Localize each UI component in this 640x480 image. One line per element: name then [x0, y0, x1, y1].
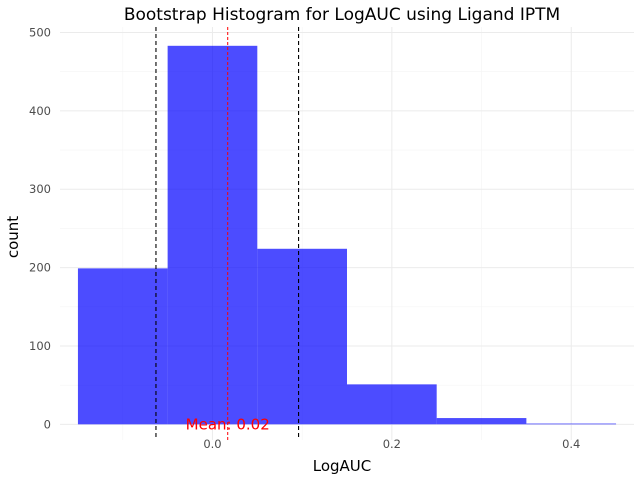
histogram-bar — [167, 45, 258, 425]
histogram-bar — [526, 423, 617, 425]
y-tick-label: 400 — [29, 104, 51, 118]
x-tick-label: 0.4 — [562, 437, 580, 451]
histogram-bar — [77, 268, 168, 425]
x-axis-label: LogAUC — [313, 457, 372, 475]
reference-lines-layer — [155, 27, 300, 440]
y-tick-label: 200 — [29, 261, 51, 275]
histogram-bar — [436, 418, 527, 425]
x-tick-label: 0.0 — [203, 437, 221, 451]
histogram-bar — [347, 384, 437, 425]
y-tick-label: 300 — [29, 182, 51, 196]
x-tick-label: 0.2 — [383, 437, 401, 451]
tick-labels-layer: 0 100 200 300 400 500 0.0 0.2 0.4 — [29, 25, 580, 451]
y-axis-label: count — [4, 216, 22, 258]
bars-layer — [77, 45, 617, 425]
y-tick-label: 500 — [29, 25, 51, 39]
y-tick-label: 0 — [44, 417, 51, 431]
histogram-bar — [257, 248, 347, 425]
chart-title: Bootstrap Histogram for LogAUC using Lig… — [124, 5, 560, 25]
mean-annotation: Mean: 0.02 — [186, 415, 270, 433]
y-tick-label: 100 — [29, 339, 51, 353]
